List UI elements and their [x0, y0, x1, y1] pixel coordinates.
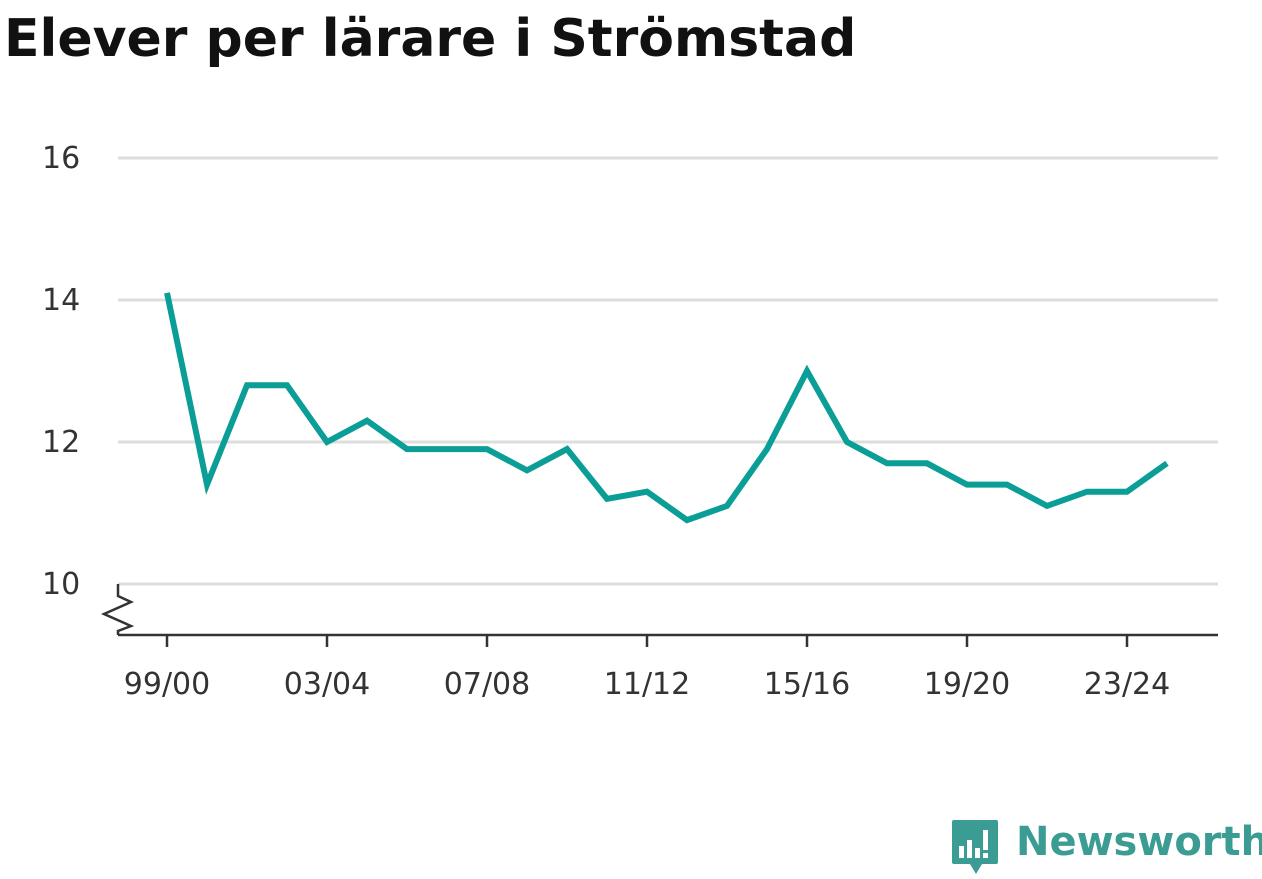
y-tick-label-10: 10: [42, 567, 80, 602]
x-tick-label-23-24: 23/24: [1084, 667, 1170, 702]
y-tick-label-14: 14: [42, 283, 80, 318]
series-layer: [164, 292, 1169, 524]
series-line-0: [164, 292, 1169, 524]
chart-title: Elever per lärare i Strömstad: [4, 9, 857, 69]
x-tick-label-03-04: 03/04: [284, 667, 370, 702]
y-axis-break-marker: [100, 584, 135, 635]
x-tick-label-07-08: 07/08: [444, 667, 530, 702]
y-tick-label-12: 12: [42, 425, 80, 460]
x-axis-tick-labels: 99/00 03/04 07/08 11/12 15/16 19/20 23/24: [124, 667, 1170, 702]
x-tick-label-19-20: 19/20: [924, 667, 1010, 702]
x-tick-label-99-00: 99/00: [124, 667, 210, 702]
newsworthy-logo-icon: [952, 820, 998, 874]
x-tick-label-11-12: 11/12: [604, 667, 690, 702]
gridlines: [118, 156, 1218, 586]
y-axis-tick-labels: 10 12 14 16: [42, 141, 80, 602]
y-tick-label-16: 16: [42, 141, 80, 176]
brand-name: Newsworthy: [1016, 819, 1262, 865]
x-axis: [100, 584, 1218, 647]
x-tick-label-15-16: 15/16: [764, 667, 850, 702]
brand-logo: Newsworthy: [950, 818, 1262, 878]
